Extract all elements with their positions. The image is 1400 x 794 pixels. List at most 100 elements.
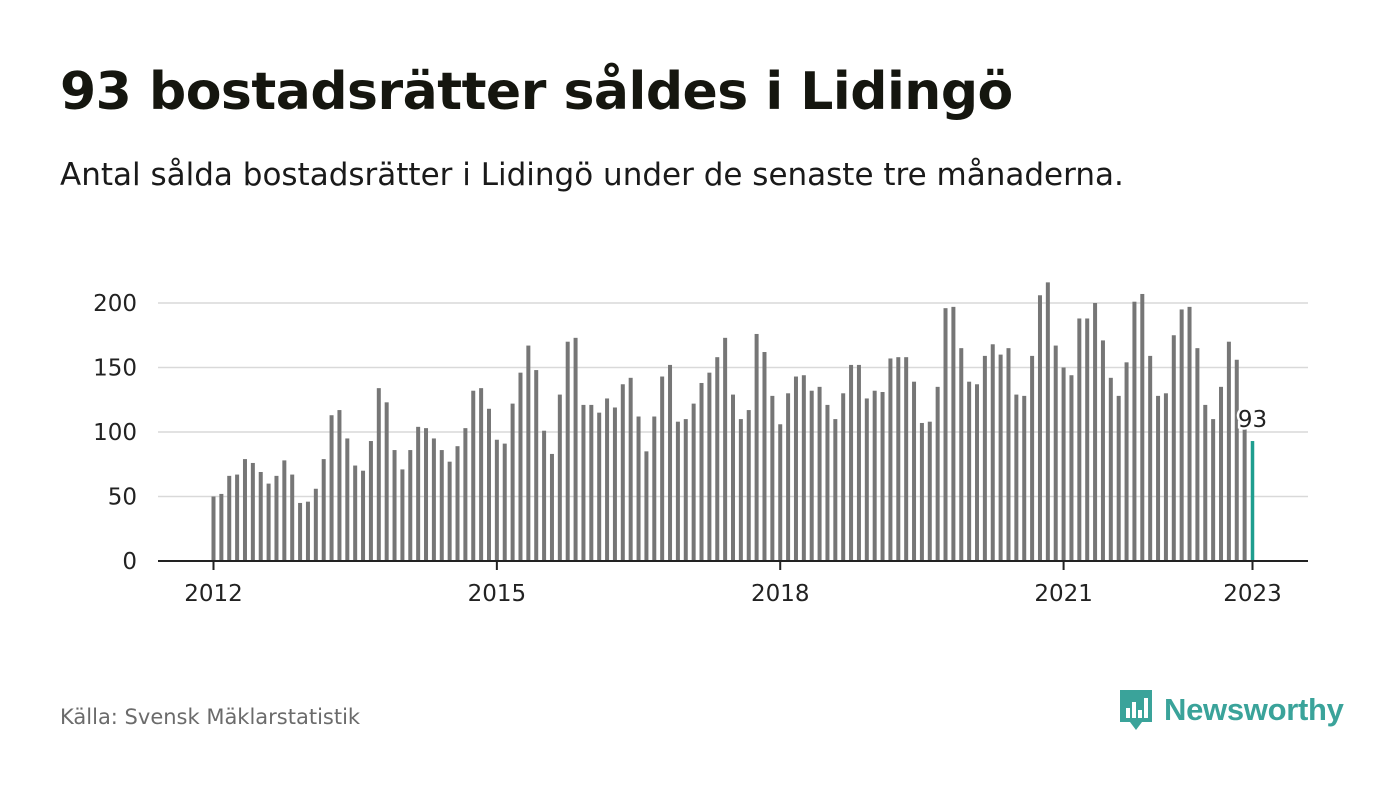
bar [888,358,893,561]
y-tick-label: 100 [93,420,137,446]
chart-subtitle: Antal sålda bostadsrätter i Lidingö unde… [60,157,1124,193]
bar [1171,335,1176,561]
bar [723,337,728,561]
bar [990,344,995,561]
bar [242,459,247,561]
bar [1140,293,1145,561]
bar [447,461,452,561]
bar [1037,295,1042,561]
bar [266,483,271,561]
x-tick-label: 2012 [184,581,243,607]
bar [353,465,358,561]
bar [1242,425,1247,561]
highlighted-bar [1250,441,1255,561]
x-axis-ticks: 2012 2015 2018 2021 2023 [184,561,1282,607]
bar [975,384,980,561]
bar [841,393,846,561]
bar [1022,395,1027,561]
bar [321,459,326,561]
bar [668,364,673,561]
y-tick-label: 200 [93,291,137,317]
bar [1203,404,1208,561]
bar [872,390,877,561]
bar [1061,367,1066,561]
bar [833,419,838,561]
bar [463,428,468,561]
bar [502,443,507,561]
bar [557,394,562,561]
bar [424,428,429,561]
bar [1195,348,1200,561]
bar [549,453,554,561]
bar [494,439,499,561]
bar [1100,340,1105,561]
bar [486,408,491,561]
bar [612,407,617,561]
bar [1116,395,1121,561]
bar [384,402,389,561]
bar [227,475,232,561]
bar [778,424,783,561]
bar [731,394,735,561]
bar [880,392,885,561]
bar [683,419,688,561]
bar [982,355,987,561]
x-tick-label: 2023 [1223,581,1282,607]
bar [345,438,350,561]
bar [660,376,665,561]
bar [1187,306,1192,561]
bar [605,398,610,561]
bar [998,354,1003,561]
bar [305,501,310,561]
bar [620,384,625,561]
bar [589,404,594,561]
bar [1006,348,1011,561]
bar [770,395,775,561]
bar [636,416,641,561]
bar [1234,359,1239,561]
bar [258,471,263,561]
bar [959,348,964,561]
bar [935,386,940,561]
x-tick-label: 2015 [468,581,527,607]
bar [691,403,696,561]
bar [951,306,956,561]
x-tick-label: 2018 [751,581,810,607]
bar [1093,303,1098,561]
bar [1219,386,1224,561]
bar [400,469,405,561]
bar [573,337,578,561]
y-axis-ticks: 0 50 100 150 200 [93,291,137,575]
bar [644,451,649,561]
bar [298,502,303,561]
bar [786,393,791,561]
bar [738,419,743,561]
bar [1053,345,1058,561]
bar [817,386,822,561]
y-tick-label: 50 [108,485,137,511]
bar [329,415,334,561]
bar [856,364,861,561]
brand-logo[interactable]: Newsworthy [1118,688,1344,732]
bar [479,388,484,561]
bar [715,357,720,561]
bar [1108,377,1113,561]
bar [1124,362,1129,561]
bar [1156,395,1161,561]
bar [825,404,830,561]
bar [896,357,901,561]
bar [392,450,397,561]
bar [707,372,712,561]
bar [235,474,240,561]
bar [250,462,255,561]
bar [746,410,751,561]
bar [967,381,972,561]
bar [471,390,476,561]
bar [274,475,279,561]
bar [431,438,436,561]
newsworthy-logo-icon [1120,690,1152,730]
bar [313,488,318,561]
bar [597,412,602,561]
bar [1132,301,1137,561]
